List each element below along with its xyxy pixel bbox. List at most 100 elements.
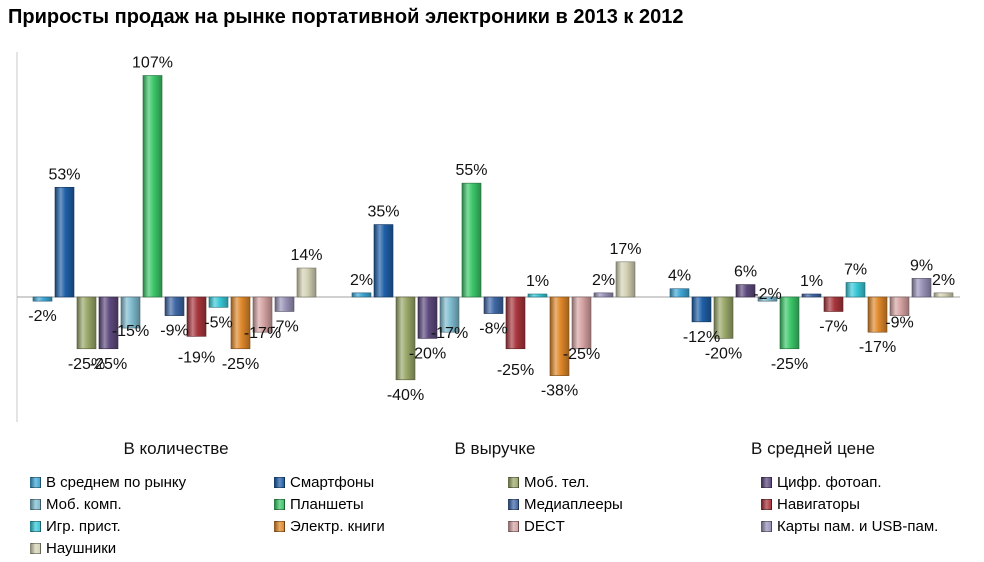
legend-label-3: Цифр. фотоап. — [777, 473, 882, 491]
bar-1-5 — [461, 182, 482, 298]
legend-item-4: Моб. комп. — [30, 494, 122, 514]
value-label-2-2: -20% — [705, 345, 742, 362]
bar-1-3 — [417, 296, 438, 339]
legend-item-12: Наушники — [30, 538, 116, 558]
legend-swatch-3 — [761, 476, 772, 488]
bar-2-1 — [691, 296, 712, 323]
bar-0-1 — [54, 186, 75, 298]
bar-0-9 — [230, 296, 251, 350]
value-label-1-7: -25% — [497, 362, 534, 379]
value-label-1-11: 2% — [592, 272, 615, 289]
value-label-1-12: 17% — [609, 241, 641, 258]
value-label-1-3: -20% — [409, 345, 446, 362]
value-label-1-1: 35% — [367, 204, 399, 221]
bars-layer — [32, 75, 954, 381]
value-label-1-0: 2% — [350, 272, 373, 289]
value-label-0-6: -9% — [160, 323, 188, 340]
bar-1-10 — [571, 296, 592, 350]
bar-2-10 — [889, 296, 910, 316]
value-label-2-5: -25% — [771, 356, 808, 373]
bar-0-11 — [274, 296, 295, 312]
legend-label-4: Моб. комп. — [46, 495, 122, 513]
legend-label-8: Игр. прист. — [46, 517, 121, 535]
legend-item-8: Игр. прист. — [30, 516, 121, 536]
value-label-0-8: -5% — [204, 314, 232, 331]
bar-1-7 — [505, 296, 526, 350]
bar-1-9 — [549, 296, 570, 376]
value-label-1-5: 55% — [455, 162, 487, 179]
legend-item-2: Моб. тел. — [508, 472, 589, 492]
legend-item-7: Навигаторы — [761, 494, 860, 514]
bar-2-9 — [867, 296, 888, 333]
value-label-2-11: 9% — [910, 257, 933, 274]
value-labels-layer: -2%53%-25%-25%-15%107%-9%-19%-5%-25%-17%… — [28, 55, 955, 404]
value-label-2-6: 1% — [800, 273, 823, 290]
value-label-1-10: -25% — [563, 346, 600, 363]
value-label-0-4: -15% — [112, 323, 149, 340]
value-label-0-1: 53% — [48, 166, 80, 183]
legend-swatch-12 — [30, 542, 41, 554]
bar-2-4 — [757, 296, 778, 302]
bar-2-5 — [779, 296, 800, 350]
category-label-2: В средней цене — [751, 439, 875, 458]
bar-2-3 — [735, 284, 756, 298]
bar-1-1 — [373, 224, 394, 298]
bar-0-4 — [120, 296, 141, 329]
value-label-0-0: -2% — [28, 308, 56, 325]
category-label-1: В выручке — [454, 439, 535, 458]
legend-label-10: DECT — [524, 517, 565, 535]
value-label-2-1: -12% — [683, 329, 720, 346]
value-label-2-0: 4% — [668, 268, 691, 285]
chart-title: Приросты продаж на рынке портативной эле… — [8, 6, 684, 28]
legend-item-10: DECT — [508, 516, 565, 536]
legend-swatch-6 — [508, 498, 519, 510]
bar-1-2 — [395, 296, 416, 381]
bar-2-7 — [823, 296, 844, 312]
bar-2-11 — [911, 278, 932, 298]
bar-1-4 — [439, 296, 460, 333]
bar-0-10 — [252, 296, 273, 333]
value-label-2-9: -17% — [859, 339, 896, 356]
legend-swatch-8 — [30, 520, 41, 532]
value-label-2-10: -9% — [885, 315, 913, 332]
bar-0-12 — [296, 267, 317, 298]
legend-label-9: Электр. книги — [290, 517, 385, 535]
legend-item-0: В среднем по рынку — [30, 472, 186, 492]
value-label-2-12: 2% — [932, 272, 955, 289]
legend-label-6: Медиаплееры — [524, 495, 623, 513]
bar-0-3 — [98, 296, 119, 350]
legend-swatch-5 — [274, 498, 285, 510]
value-label-1-9: -38% — [541, 383, 578, 400]
legend-swatch-0 — [30, 476, 41, 488]
legend-swatch-4 — [30, 498, 41, 510]
value-label-0-2: -25% — [68, 356, 105, 373]
legend-item-6: Медиаплееры — [508, 494, 623, 514]
legend-label-1: Смартфоны — [290, 473, 375, 491]
legend-swatch-11 — [761, 520, 772, 532]
bar-1-6 — [483, 296, 504, 314]
value-label-2-7: -7% — [819, 318, 847, 335]
legend-swatch-10 — [508, 520, 519, 532]
legend-label-0: В среднем по рынку — [46, 473, 187, 491]
value-label-0-3: -25% — [90, 356, 127, 373]
value-label-2-8: 7% — [844, 262, 867, 279]
value-label-2-3: 6% — [734, 264, 757, 281]
bar-2-0 — [669, 288, 690, 298]
bar-0-2 — [76, 296, 97, 350]
value-label-0-7: -19% — [178, 349, 215, 366]
legend-swatch-9 — [274, 520, 285, 532]
bar-0-6 — [164, 296, 185, 316]
bar-2-6 — [801, 293, 822, 298]
bar-1-11 — [593, 292, 614, 298]
legend-item-11: Карты пам. и USB-пам. — [761, 516, 938, 536]
bar-0-5 — [142, 75, 163, 298]
legend-swatch-2 — [508, 476, 519, 488]
bar-0-8 — [208, 296, 229, 308]
legend-swatch-7 — [761, 498, 772, 510]
legend-label-2: Моб. тел. — [524, 473, 590, 491]
legend-item-3: Цифр. фотоап. — [761, 472, 882, 492]
category-labels-layer: В количестве В выручке В средней цене — [123, 439, 875, 458]
bar-1-0 — [351, 292, 372, 298]
legend-item-5: Планшеты — [274, 494, 364, 514]
bar-chart: -2%53%-25%-25%-15%107%-9%-19%-5%-25%-17%… — [16, 52, 960, 458]
